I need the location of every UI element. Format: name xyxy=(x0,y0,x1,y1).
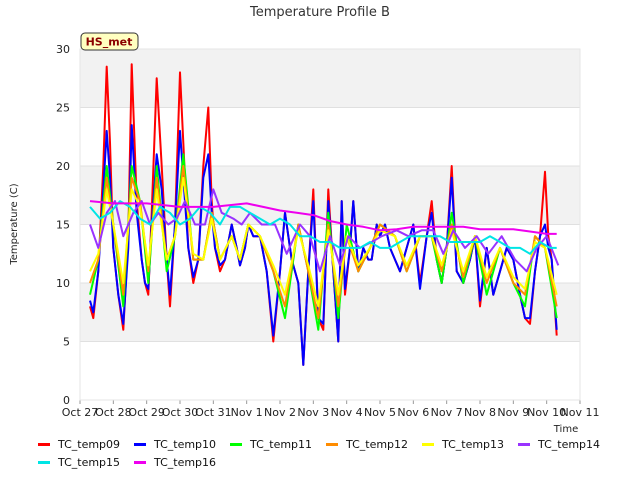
legend-item-tc-temp15: TC_temp15 xyxy=(38,454,134,470)
legend-swatch xyxy=(230,442,242,446)
x-axis-label: Time xyxy=(553,424,578,435)
y-tick-label: 25 xyxy=(56,102,70,115)
series-line-tc-temp15 xyxy=(89,200,557,255)
x-tick-label: Nov 8 xyxy=(464,406,496,419)
x-tick-label: Nov 10 xyxy=(527,406,566,419)
y-axis-label: Temperature (C) xyxy=(9,183,20,265)
x-tick-label: Oct 29 xyxy=(128,406,165,419)
legend-item-tc-temp09: TC_temp09 xyxy=(38,436,134,452)
x-tick-label: Nov 6 xyxy=(397,406,429,419)
y-tick-label: 0 xyxy=(63,394,70,407)
x-tick-label: Nov 4 xyxy=(331,406,363,419)
legend-swatch xyxy=(134,442,146,446)
x-tick-label: Oct 28 xyxy=(95,406,132,419)
annotation-box xyxy=(80,32,139,51)
legend-label: TC_temp10 xyxy=(154,437,217,451)
annotation-text: HS_met xyxy=(86,36,133,49)
grid-band xyxy=(80,49,580,108)
series-line-tc-temp13 xyxy=(89,176,558,308)
y-tick-label: 5 xyxy=(63,336,70,349)
x-tick-label: Nov 5 xyxy=(364,406,396,419)
legend-swatch xyxy=(134,460,146,464)
legend-swatch xyxy=(422,442,434,446)
legend-item-tc-temp11: TC_temp11 xyxy=(230,436,326,452)
x-tick-label: Oct 30 xyxy=(162,406,199,419)
legend-item-tc-temp10: TC_temp10 xyxy=(134,436,230,452)
y-tick-label: 10 xyxy=(56,277,70,290)
x-tick-label: Oct 27 xyxy=(62,406,99,419)
chart-title: Temperature Profile B xyxy=(249,5,390,20)
legend-item-tc-temp14: TC_temp14 xyxy=(518,436,614,452)
series-lines xyxy=(89,63,560,366)
legend-label: TC_temp12 xyxy=(346,437,409,451)
x-tick-label: Nov 1 xyxy=(231,406,263,419)
legend-item-tc-temp13: TC_temp13 xyxy=(422,436,518,452)
legend-label: TC_temp11 xyxy=(250,437,313,451)
legend-swatch xyxy=(38,442,50,446)
legend-swatch xyxy=(326,442,338,446)
x-tick-label: Nov 9 xyxy=(497,406,529,419)
x-tick-label: Nov 3 xyxy=(297,406,329,419)
y-tick-label: 30 xyxy=(56,43,70,56)
y-tick-label: 15 xyxy=(56,219,70,232)
legend-label: TC_temp09 xyxy=(58,437,121,451)
y-tick-label: 20 xyxy=(56,160,70,173)
legend-label: TC_temp13 xyxy=(442,437,505,451)
x-tick-label: Nov 2 xyxy=(264,406,296,419)
legend-swatch xyxy=(38,460,50,464)
x-tick-label: Oct 31 xyxy=(195,406,232,419)
legend: TC_temp09 TC_temp10 TC_temp11 TC_temp12 TC_t… xyxy=(38,436,628,470)
site-annotation: HS_met xyxy=(80,32,139,51)
series-line-tc-temp16 xyxy=(89,200,557,235)
plot-frame xyxy=(79,48,581,401)
grid-band xyxy=(80,283,580,342)
legend-item-tc-temp16: TC_temp16 xyxy=(134,454,230,470)
x-tick-label: Nov 11 xyxy=(561,406,600,419)
grid-bands xyxy=(80,49,580,342)
legend-label: TC_temp15 xyxy=(58,455,121,469)
legend-item-tc-temp12: TC_temp12 xyxy=(326,436,422,452)
legend-label: TC_temp14 xyxy=(538,437,601,451)
legend-label: TC_temp16 xyxy=(154,455,217,469)
x-tick-label: Nov 7 xyxy=(431,406,463,419)
legend-swatch xyxy=(518,442,530,446)
